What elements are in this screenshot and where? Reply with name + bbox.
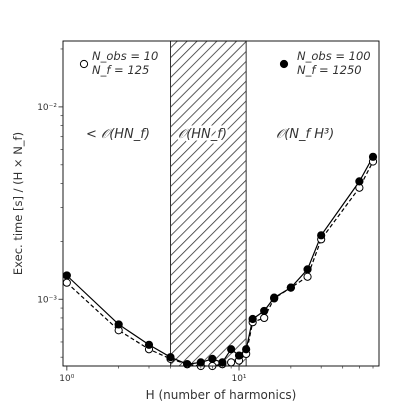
axis-ticks: 10⁰ 10¹ 10⁻³ 10⁻²: [37, 48, 374, 384]
data-point: [368, 152, 378, 161]
x-tick-label: 10⁰: [59, 374, 74, 384]
data-point: [62, 278, 71, 287]
shaded-region: [170, 40, 247, 367]
legend-marker-open-circle: [79, 59, 89, 69]
legend-marker-filled-circle: [279, 59, 289, 69]
data-point: [114, 320, 123, 329]
legend-label: N_f = 1250: [297, 63, 362, 77]
regime-annotation-center: 𝒪(HN_f): [178, 127, 227, 142]
data-point: [62, 271, 71, 280]
data-point: [166, 353, 175, 362]
plot-area: [62, 40, 380, 367]
regime-annotation-right: 𝒪(N_f H³): [276, 127, 334, 142]
data-point: [234, 351, 244, 360]
series-layer: [62, 152, 378, 371]
x-axis-label: H (number of harmonics): [146, 388, 297, 402]
hatched-band: [170, 40, 247, 367]
y-axis-label: Exec. time [s] / (H × N_f): [11, 132, 25, 275]
data-point: [218, 358, 227, 367]
data-point: [227, 345, 236, 354]
legend-entry-large: N_obs = 100 N_f = 1250: [279, 49, 371, 77]
legend-label: N_f = 125: [92, 63, 149, 77]
data-point: [260, 313, 269, 323]
data-point: [303, 265, 312, 274]
data-point: [227, 358, 236, 367]
data-point: [270, 293, 279, 302]
legend-label: N_obs = 100: [297, 49, 371, 63]
y-tick-label: 10⁻²: [37, 103, 57, 113]
regime-annotation-left: < 𝒪(HN_f): [86, 127, 150, 142]
data-point: [317, 231, 326, 240]
data-point: [208, 354, 217, 363]
data-point: [242, 345, 251, 354]
x-tick-label: 10¹: [231, 374, 246, 384]
data-point: [260, 306, 269, 316]
legend-label: N_obs = 10: [92, 49, 158, 63]
data-point: [303, 272, 312, 281]
data-point: [196, 358, 205, 367]
data-point: [355, 177, 364, 186]
data-point: [144, 340, 154, 349]
y-tick-label: 10⁻³: [37, 295, 57, 305]
data-point: [248, 314, 257, 324]
legend-entry-small: N_obs = 10 N_f = 125: [79, 49, 158, 77]
data-point: [286, 283, 295, 292]
